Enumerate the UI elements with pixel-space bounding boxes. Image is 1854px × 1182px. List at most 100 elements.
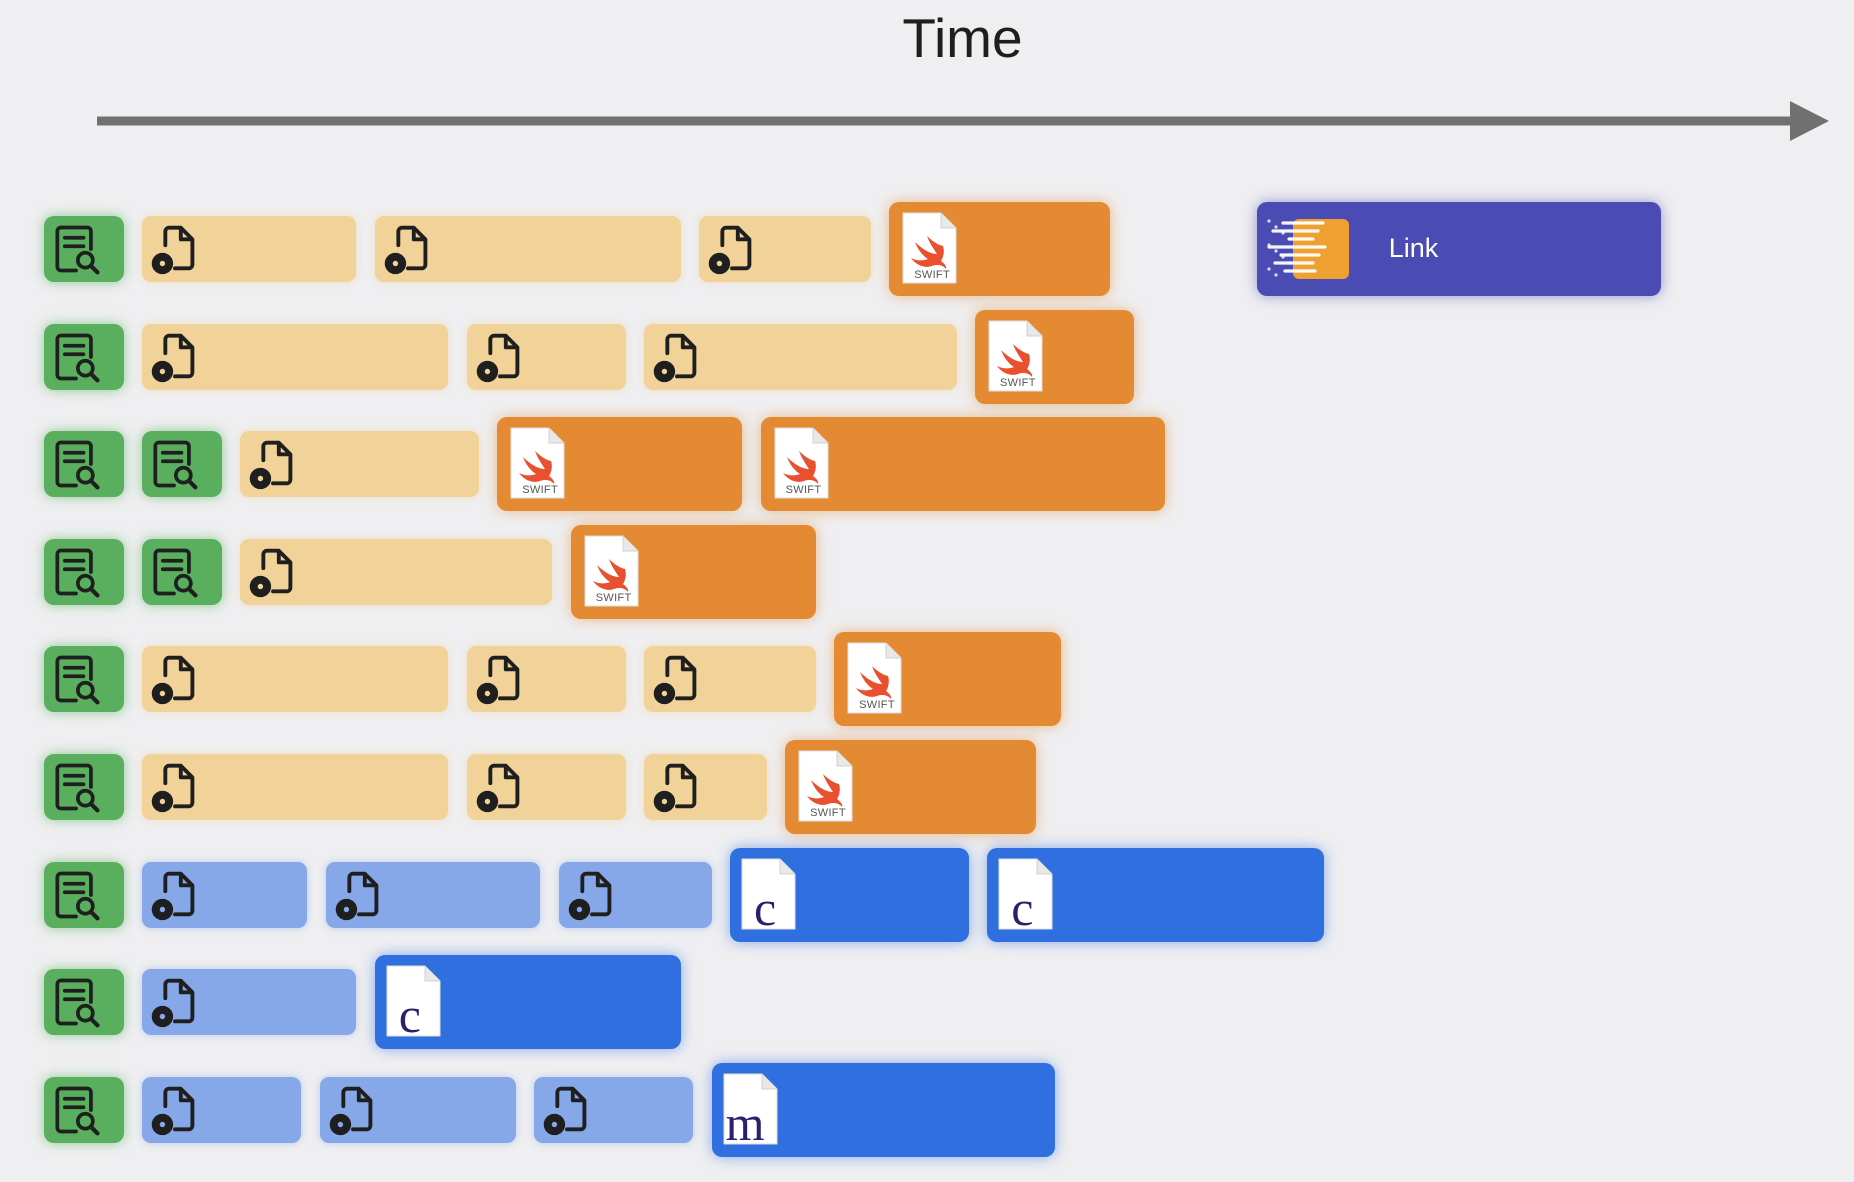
document-gear-icon: [151, 763, 195, 813]
document-search-icon: [55, 978, 100, 1028]
swift-file-icon: [988, 320, 1043, 392]
document-gear-icon: [335, 871, 379, 920]
compile-swift-task-block: SWIFT: [570, 524, 816, 619]
scan-task-block: [44, 754, 124, 820]
config-swift-task-block: [142, 754, 449, 820]
link-task-block: Link: [1256, 202, 1661, 296]
time-axis-arrow: [97, 101, 1829, 141]
config-swift-task-block: [466, 646, 626, 713]
swift-file-label: SWIFT: [522, 484, 558, 497]
time-axis-arrowhead: [1790, 101, 1829, 141]
scan-task-block: [44, 538, 124, 605]
document-gear-icon: [476, 763, 519, 813]
swift-file-icon: [774, 427, 829, 499]
swift-file-icon: [584, 535, 639, 607]
document-gear-icon: [476, 656, 519, 705]
document-gear-icon: [384, 225, 428, 275]
document-gear-icon: [329, 1086, 372, 1135]
time-axis-title: Time: [902, 7, 1023, 69]
document-gear-icon: [151, 225, 195, 275]
document-gear-icon: [709, 225, 752, 275]
config-c-task-block: [319, 1076, 516, 1143]
compile-swift-task-block: SWIFT: [760, 417, 1165, 512]
document-gear-icon: [568, 871, 611, 920]
config-c-task-block: [142, 1076, 302, 1143]
document-search-icon: [153, 440, 198, 490]
c-file-letter: c: [398, 987, 421, 1044]
c-file-icon: [998, 858, 1053, 930]
document-search-icon: [55, 1086, 100, 1136]
config-c-task-block: [558, 861, 712, 928]
c-file-letter: c: [754, 879, 777, 936]
config-swift-task-block: [644, 754, 767, 820]
config-swift-task-block: [142, 323, 449, 390]
c-file-letter: c: [1011, 879, 1034, 936]
swift-file-label: SWIFT: [810, 807, 846, 819]
config-c-task-block: [142, 861, 308, 928]
document-search-icon: [153, 548, 198, 598]
swift-file-icon: [510, 427, 565, 499]
config-c-task-block: [142, 969, 357, 1036]
document-gear-icon: [151, 656, 195, 705]
swift-file-icon: [902, 212, 957, 284]
swift-file-icon: [847, 642, 902, 714]
config-swift-task-block: [466, 754, 626, 820]
config-swift-task-block: [644, 646, 816, 713]
document-gear-icon: [654, 763, 697, 813]
compile-swift-task-block: SWIFT: [834, 632, 1061, 727]
m-file-icon: [723, 1073, 778, 1145]
document-gear-icon: [151, 333, 195, 382]
scan-task-block: [44, 323, 124, 390]
config-swift-task-block: [699, 216, 871, 282]
document-gear-icon: [654, 333, 697, 382]
scan-task-block: [142, 431, 222, 498]
swift-file-icon: [798, 750, 853, 822]
c-file-icon: [741, 858, 796, 930]
swift-file-label: SWIFT: [914, 269, 950, 281]
scan-task-block: [44, 646, 124, 713]
document-search-icon: [55, 548, 100, 598]
c-file-icon: [386, 965, 441, 1037]
compile-swift-task-block: SWIFT: [785, 740, 1037, 834]
document-gear-icon: [151, 871, 195, 920]
swift-file-label: SWIFT: [785, 484, 822, 497]
document-gear-icon: [249, 440, 293, 490]
document-gear-icon: [654, 656, 697, 705]
scan-task-block: [44, 969, 124, 1036]
document-gear-icon: [151, 978, 195, 1028]
compile-swift-task-block: SWIFT: [889, 202, 1110, 296]
scan-task-block: [44, 861, 124, 928]
compile-c-task-block: c: [730, 847, 969, 942]
config-c-task-block: [534, 1076, 694, 1143]
config-swift-task-block: [142, 646, 449, 713]
compile-swift-task-block: SWIFT: [975, 309, 1135, 404]
swift-file-label: SWIFT: [1000, 376, 1036, 389]
compile-m-task-block: m: [711, 1062, 1055, 1157]
swift-file-label: SWIFT: [595, 591, 632, 604]
compile-c-task-block: c: [987, 847, 1325, 942]
compile-swift-task-block: SWIFT: [497, 417, 743, 512]
scan-task-block: [142, 538, 222, 605]
document-search-icon: [55, 333, 100, 383]
document-search-icon: [55, 871, 100, 921]
swift-file-label: SWIFT: [859, 699, 895, 712]
binary-speed-icon: [1267, 219, 1349, 279]
compile-c-task-block: c: [374, 955, 681, 1050]
config-swift-task-block: [142, 216, 357, 282]
document-gear-icon: [151, 1086, 195, 1135]
link-label: Link: [1388, 233, 1439, 263]
document-search-icon: [55, 225, 100, 275]
document-search-icon: [55, 440, 100, 490]
document-search-icon: [55, 656, 100, 705]
config-swift-task-block: [466, 323, 626, 390]
config-c-task-block: [325, 861, 541, 928]
document-gear-icon: [543, 1086, 587, 1135]
document-gear-icon: [476, 333, 519, 382]
config-swift-task-block: [374, 216, 681, 282]
m-file-letter: m: [725, 1094, 765, 1151]
scan-task-block: [44, 216, 124, 282]
document-gear-icon: [249, 548, 293, 597]
config-swift-task-block: [644, 323, 957, 390]
config-swift-task-block: [240, 431, 479, 498]
